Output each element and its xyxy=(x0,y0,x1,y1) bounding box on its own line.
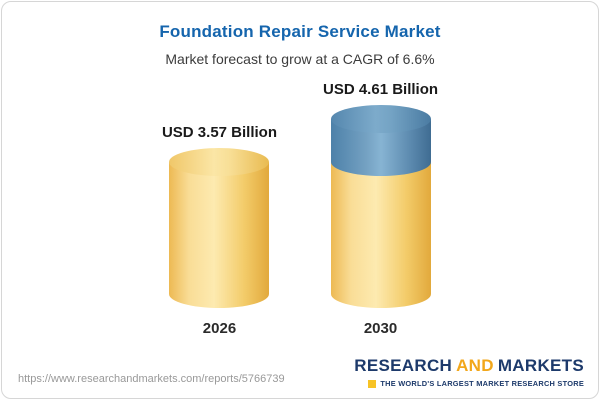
logo-word-and: AND xyxy=(456,356,494,375)
logo-wordmark: RESEARCH AND MARKETS xyxy=(354,356,584,376)
chart-title: Foundation Repair Service Market xyxy=(159,22,441,41)
cylinder-top-2030 xyxy=(330,105,431,133)
chart-area: USD 3.57 Billion 2026 USD 4.61 Billion 2… xyxy=(2,81,598,337)
logo-tagline-row: THE WORLD'S LARGEST MARKET RESEARCH STOR… xyxy=(354,379,584,388)
chart-subtitle: Market forecast to grow at a CAGR of 6.6… xyxy=(165,51,435,67)
research-and-markets-logo: RESEARCH AND MARKETS THE WORLD'S LARGEST M… xyxy=(354,356,584,388)
logo-word-markets: MARKETS xyxy=(497,356,584,375)
value-label-2026: USD 3.57 Billion xyxy=(161,123,277,141)
cylinder-body-2026 xyxy=(169,161,270,308)
logo-square-icon xyxy=(368,379,377,388)
value-label-2030: USD 4.61 Billion xyxy=(323,81,439,98)
footer: https://www.researchandmarkets.com/repor… xyxy=(18,356,584,388)
cylinder-2026 xyxy=(169,147,270,308)
cylinder-2030 xyxy=(330,105,431,308)
cylinder-base-segment-2030 xyxy=(330,161,431,308)
year-label-2026: 2026 xyxy=(202,319,237,337)
cylinder-top-2026 xyxy=(169,147,270,176)
chart-header: Foundation Repair Service Market Market … xyxy=(2,2,598,67)
year-label-2030: 2030 xyxy=(363,319,398,337)
report-url: https://www.researchandmarkets.com/repor… xyxy=(18,373,285,385)
bar-2026: USD 3.57 Billion 2026 xyxy=(162,124,277,337)
logo-word-research: RESEARCH xyxy=(354,356,453,375)
logo-tagline: THE WORLD'S LARGEST MARKET RESEARCH STOR… xyxy=(380,379,584,388)
bar-2030: USD 4.61 Billion 2030 xyxy=(323,81,438,337)
